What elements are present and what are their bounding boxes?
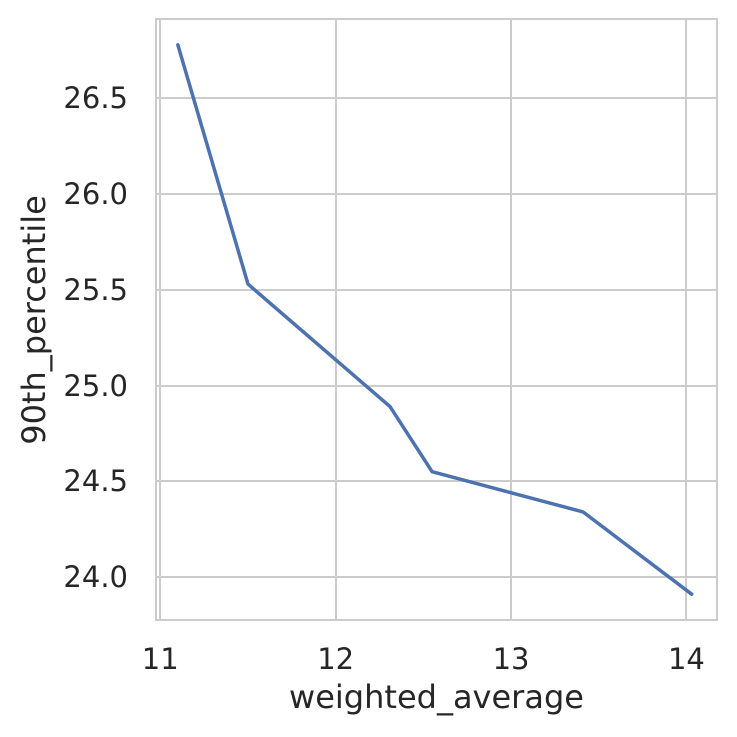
gridline-y-25.0 [155, 384, 718, 387]
gridline-y-25.5 [155, 288, 718, 291]
gridline-y-24.5 [155, 480, 718, 483]
y-axis-label: 90th_percentile [15, 195, 53, 445]
gridline-x-12 [334, 18, 337, 621]
line-chart-svg [176, 43, 694, 596]
gridline-x-13 [510, 18, 513, 621]
y-tick-label-25.0: 25.0 [63, 368, 128, 403]
gridline-x-14 [685, 18, 688, 621]
y-tick-label-26.5: 26.5 [63, 81, 128, 116]
x-tick-label-11: 11 [141, 642, 179, 676]
x-tick-label-12: 12 [317, 642, 355, 676]
y-tick-label-24.5: 24.5 [63, 464, 128, 499]
y-tick-label-26.0: 26.0 [63, 177, 128, 212]
line-series-0 [176, 43, 694, 596]
x-tick-label-13: 13 [492, 642, 530, 676]
gridline-y-26.0 [155, 193, 718, 196]
x-tick-label-14: 14 [667, 642, 705, 676]
x-axis-label: weighted_average [289, 678, 584, 716]
gridline-x-11 [159, 18, 162, 621]
y-tick-label-24.0: 24.0 [63, 559, 128, 594]
y-tick-label-25.5: 25.5 [63, 272, 128, 307]
gridline-y-24.0 [155, 575, 718, 578]
gridline-y-26.5 [155, 97, 718, 100]
